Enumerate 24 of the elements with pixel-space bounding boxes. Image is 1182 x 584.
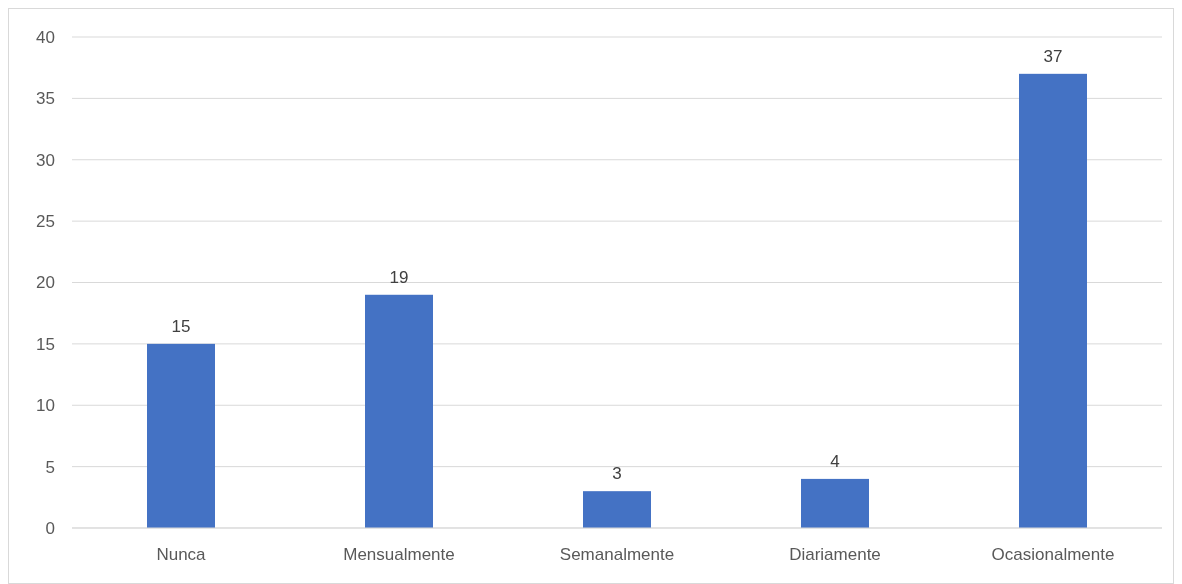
x-tick-label: Nunca	[156, 545, 207, 564]
y-tick-label: 0	[45, 518, 55, 538]
x-tick-label: Mensualmente	[343, 545, 455, 564]
x-tick-label: Semanalmente	[559, 545, 675, 564]
bar	[1019, 73, 1087, 528]
y-tick-label: 35	[36, 89, 55, 109]
data-label: 15	[171, 316, 191, 336]
y-tick-label: 20	[36, 273, 55, 293]
x-tick-label: Ocasionalmente	[991, 545, 1115, 564]
data-label: 37	[1043, 46, 1063, 66]
bar	[801, 478, 869, 528]
data-label: 3	[612, 464, 622, 484]
y-tick-label: 40	[36, 27, 55, 47]
y-tick-label: 10	[36, 396, 55, 416]
bar	[365, 294, 433, 528]
data-label: 4	[830, 451, 840, 471]
y-tick-label: 25	[36, 212, 55, 232]
y-tick-label: 30	[36, 150, 55, 170]
y-tick-label: 15	[36, 334, 55, 354]
data-label: 19	[389, 267, 409, 287]
y-tick-label: 5	[45, 457, 55, 477]
x-tick-label: Diariamente	[789, 545, 881, 564]
bar	[583, 491, 651, 528]
bar	[147, 343, 215, 528]
